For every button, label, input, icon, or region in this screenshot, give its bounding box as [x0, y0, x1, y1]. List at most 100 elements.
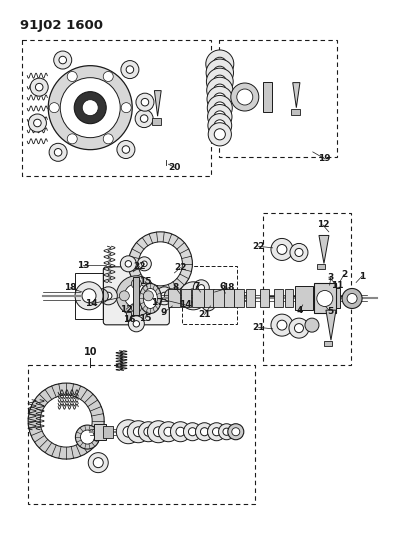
Circle shape: [193, 280, 209, 296]
Circle shape: [140, 115, 148, 123]
Text: 12: 12: [316, 221, 329, 229]
Circle shape: [88, 453, 108, 473]
Circle shape: [228, 424, 244, 440]
Circle shape: [138, 422, 158, 442]
Text: 91J02 1600: 91J02 1600: [20, 19, 103, 31]
Circle shape: [135, 110, 153, 127]
Circle shape: [155, 287, 173, 305]
Bar: [182, 266, 237, 324]
Circle shape: [132, 303, 141, 313]
Text: 14: 14: [179, 301, 192, 309]
Circle shape: [138, 242, 182, 286]
Text: 19: 19: [318, 155, 331, 163]
Text: 1: 1: [359, 272, 365, 280]
Text: 11: 11: [330, 281, 343, 289]
Circle shape: [121, 61, 139, 78]
Circle shape: [164, 427, 173, 436]
Circle shape: [184, 423, 201, 441]
Circle shape: [196, 423, 213, 441]
Text: 22: 22: [252, 242, 265, 251]
Circle shape: [75, 425, 99, 449]
Circle shape: [94, 289, 108, 303]
Text: 7: 7: [193, 282, 200, 290]
Circle shape: [99, 287, 117, 305]
Circle shape: [232, 427, 240, 436]
Bar: [324, 341, 332, 345]
Circle shape: [28, 114, 47, 132]
Circle shape: [214, 120, 225, 131]
Bar: [263, 296, 351, 365]
Circle shape: [290, 244, 308, 262]
Bar: [182, 289, 191, 308]
Bar: [314, 284, 336, 313]
Circle shape: [320, 294, 328, 303]
Circle shape: [214, 111, 226, 123]
Circle shape: [277, 245, 287, 254]
Circle shape: [214, 102, 226, 114]
Circle shape: [207, 95, 232, 120]
Circle shape: [208, 423, 225, 441]
Circle shape: [103, 134, 113, 144]
Text: 18: 18: [64, 284, 77, 292]
Circle shape: [133, 321, 140, 327]
Polygon shape: [326, 310, 336, 340]
Bar: [22, 40, 211, 176]
Circle shape: [208, 104, 232, 129]
Bar: [330, 288, 340, 309]
Circle shape: [128, 232, 192, 296]
Circle shape: [161, 292, 168, 300]
Circle shape: [67, 134, 77, 144]
Bar: [285, 289, 293, 308]
Circle shape: [207, 77, 233, 103]
Bar: [134, 277, 139, 315]
Circle shape: [164, 289, 178, 303]
Circle shape: [81, 430, 94, 444]
Text: 5: 5: [327, 307, 333, 316]
Bar: [204, 289, 213, 308]
Circle shape: [125, 261, 132, 267]
Circle shape: [34, 119, 41, 127]
Bar: [103, 426, 113, 438]
Bar: [28, 365, 255, 504]
Circle shape: [219, 424, 235, 440]
Circle shape: [213, 66, 227, 79]
Circle shape: [214, 129, 225, 140]
Circle shape: [105, 292, 112, 300]
Circle shape: [207, 86, 233, 112]
Circle shape: [121, 103, 131, 112]
Circle shape: [117, 141, 135, 158]
Circle shape: [271, 314, 293, 336]
Circle shape: [128, 421, 149, 443]
Circle shape: [82, 289, 96, 303]
Circle shape: [49, 103, 59, 112]
Circle shape: [213, 427, 221, 436]
Circle shape: [148, 421, 169, 443]
Text: 15: 15: [139, 314, 152, 323]
Circle shape: [126, 66, 134, 74]
FancyBboxPatch shape: [103, 267, 169, 325]
Circle shape: [132, 279, 141, 289]
Circle shape: [134, 427, 143, 437]
Text: 13: 13: [77, 261, 90, 270]
Circle shape: [141, 99, 149, 106]
Text: 4: 4: [297, 306, 303, 314]
Circle shape: [198, 285, 205, 291]
Circle shape: [75, 282, 103, 310]
Circle shape: [289, 318, 309, 338]
Polygon shape: [319, 236, 329, 263]
Circle shape: [103, 71, 113, 82]
Circle shape: [206, 59, 233, 86]
Circle shape: [144, 427, 153, 436]
Text: 22: 22: [174, 263, 187, 272]
Circle shape: [128, 316, 144, 332]
Circle shape: [213, 75, 226, 88]
Bar: [94, 424, 106, 440]
Text: 12: 12: [120, 305, 133, 313]
Circle shape: [35, 83, 43, 91]
Circle shape: [123, 426, 134, 437]
Text: 2: 2: [341, 270, 347, 279]
Text: 10: 10: [83, 347, 97, 357]
Bar: [234, 289, 243, 308]
Circle shape: [231, 83, 259, 111]
Bar: [224, 289, 233, 308]
